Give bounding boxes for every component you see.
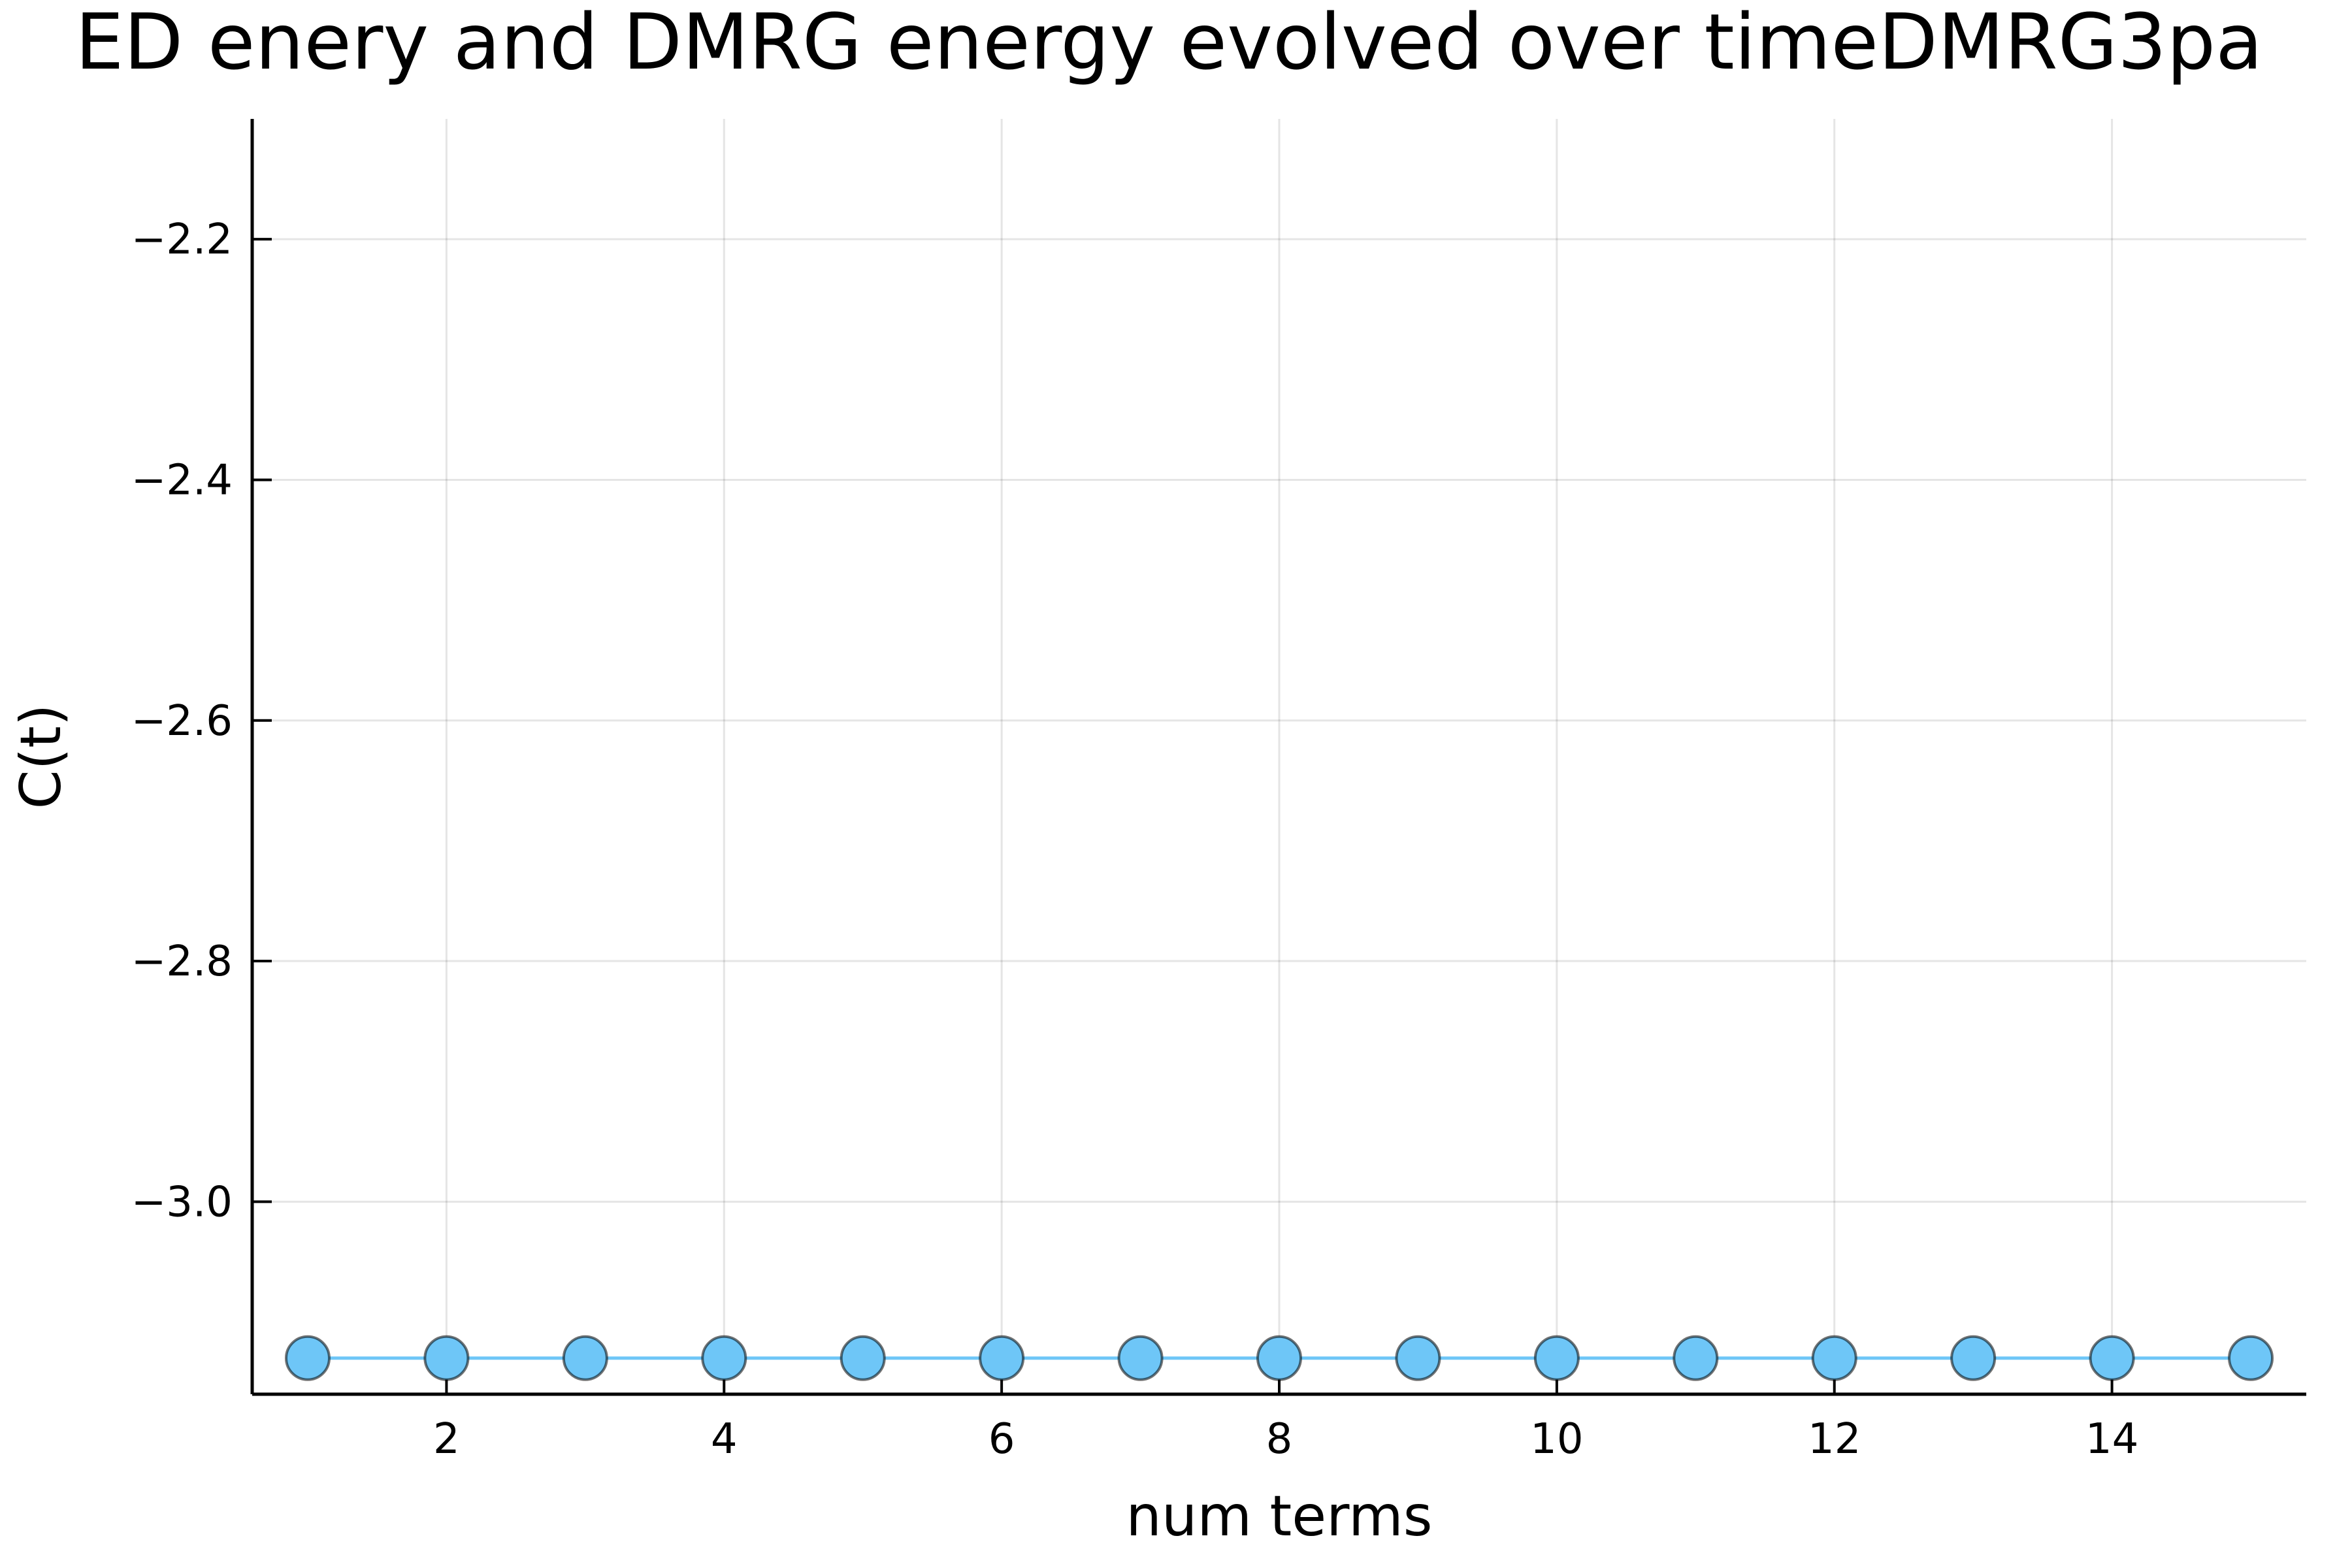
data-point [2089, 1335, 2135, 1381]
data-point [1256, 1335, 1302, 1381]
x-tick-label: 6 [988, 1415, 1015, 1463]
x-tick-label: 8 [1266, 1415, 1293, 1463]
y-tick-label: −2.6 [131, 697, 233, 745]
data-point [840, 1335, 886, 1381]
y-tick-label: −2.4 [131, 456, 233, 504]
y-tick-label: −2.2 [131, 216, 233, 264]
data-point [1673, 1335, 1719, 1381]
x-tick-label: 2 [433, 1415, 460, 1463]
data-point [1533, 1335, 1580, 1381]
chart-title: ED enery and DMRG energy evolved over ti… [75, 0, 2262, 87]
y-axis-label: C(t) [8, 704, 74, 809]
x-axis-label: num terms [1126, 1484, 1432, 1549]
data-point [2228, 1335, 2274, 1381]
data-point [284, 1335, 331, 1381]
data-point [1811, 1335, 1857, 1381]
x-tick-label: 4 [711, 1415, 738, 1463]
x-ticks: 2 4 6 8 10 12 14 [433, 1375, 2138, 1463]
data-point [1117, 1335, 1164, 1381]
data-point [562, 1335, 608, 1381]
x-tick-label: 10 [1530, 1415, 1583, 1463]
data-point [1395, 1335, 1441, 1381]
grid [252, 119, 2306, 1394]
series [284, 1335, 2274, 1381]
y-tick-label: −2.8 [131, 938, 233, 986]
y-tick-label: −3.0 [131, 1178, 233, 1226]
data-point [1950, 1335, 1997, 1381]
x-tick-label: 12 [1808, 1415, 1861, 1463]
data-point [979, 1335, 1025, 1381]
data-point [701, 1335, 747, 1381]
y-ticks: −3.0 −2.8 −2.6 −2.4 −2.2 [131, 216, 272, 1226]
x-tick-label: 14 [2085, 1415, 2138, 1463]
data-point [423, 1335, 470, 1381]
